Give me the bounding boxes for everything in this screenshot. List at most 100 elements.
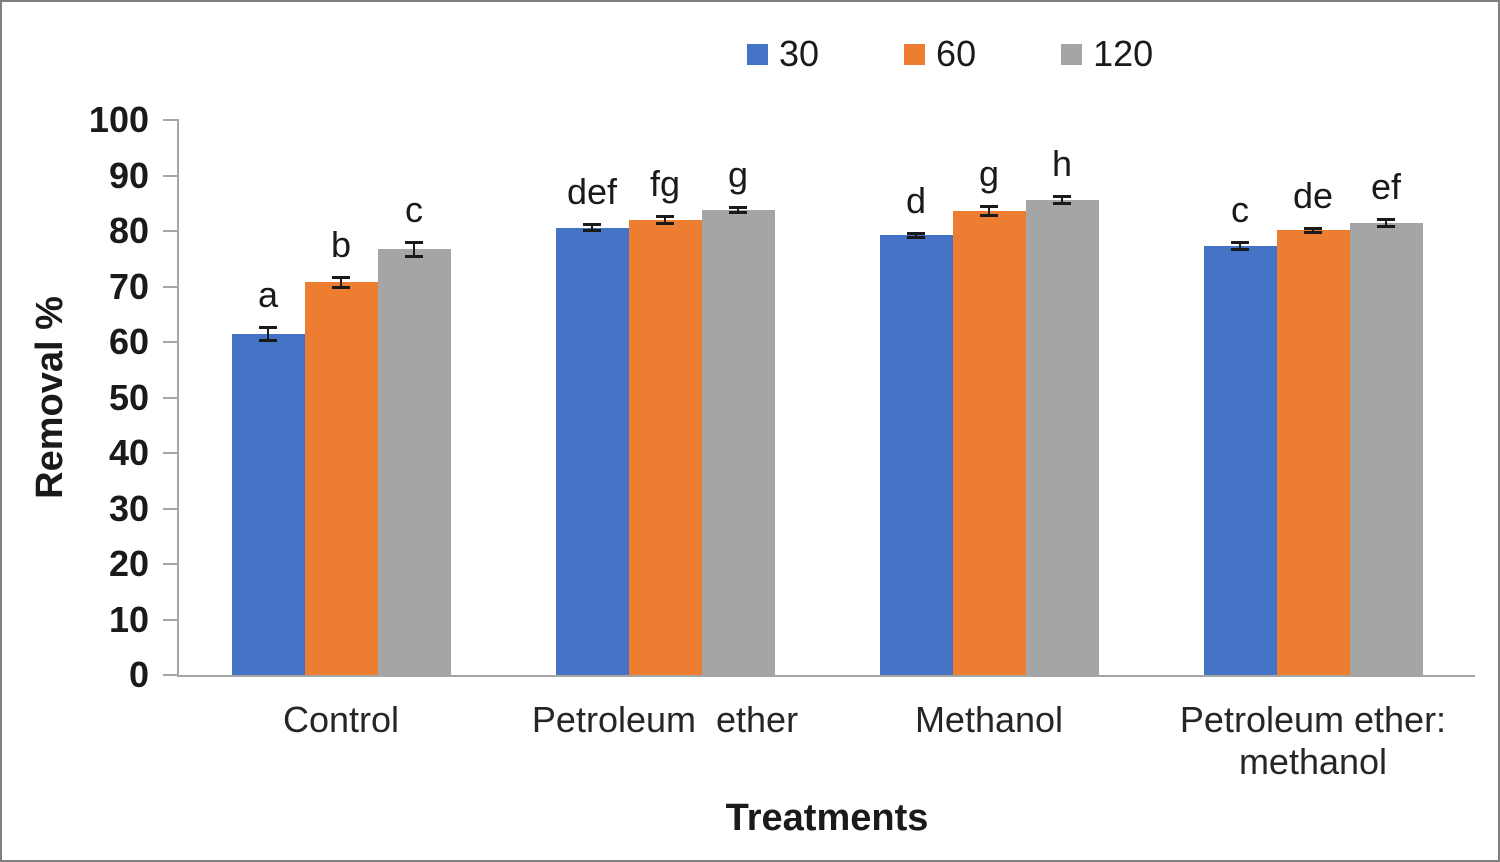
sig-letter: c (405, 188, 423, 230)
y-tick-label: 20 (108, 543, 149, 584)
error-bar-line (267, 328, 269, 341)
error-bar-cap-top (907, 232, 925, 236)
legend-item: 30 (747, 36, 819, 72)
bar (628, 219, 702, 675)
bar (1025, 199, 1099, 675)
legend-label: 60 (936, 33, 977, 74)
legend-item: 60 (904, 36, 976, 72)
y-tick (163, 563, 179, 565)
bar (879, 235, 953, 675)
error-bar-cap-bottom (1231, 248, 1249, 252)
y-tick-label: 70 (108, 265, 149, 307)
legend-label: 30 (779, 33, 820, 74)
sig-letter: g (727, 153, 749, 195)
error-bar-cap-top (259, 326, 277, 330)
y-tick (163, 507, 179, 510)
error-bar-cap-bottom (907, 235, 925, 239)
chart-legend: 30 60 120 (747, 36, 1153, 72)
error-bar-line (1312, 228, 1314, 233)
legend-swatch (1061, 43, 1083, 65)
y-tick-label: 100 (88, 99, 149, 140)
error-bar-cap-bottom (1053, 201, 1071, 205)
y-tick (163, 674, 179, 676)
error-bar-cap-top (1304, 226, 1322, 230)
bar (1203, 245, 1277, 675)
y-tick-label: 80 (108, 210, 149, 251)
y-tick-label: 10 (108, 598, 149, 640)
y-tick (163, 618, 179, 621)
y-tick-label: 50 (108, 376, 149, 418)
category-label: Methanol (914, 699, 1064, 740)
error-bar-cap-bottom (980, 214, 998, 218)
error-bar-line (915, 234, 917, 237)
y-axis-line (177, 120, 179, 677)
error-bar-cap-bottom (259, 339, 277, 343)
sig-letter: fg (649, 163, 681, 205)
bar (231, 334, 305, 675)
error-bar-line (340, 277, 342, 287)
y-tick (163, 452, 179, 454)
y-tick-label: 90 (108, 154, 149, 196)
y-tick (163, 285, 179, 288)
error-bar-cap-bottom (583, 229, 601, 233)
error-bar-line (1061, 197, 1063, 203)
error-bar-cap-top (1231, 240, 1249, 244)
error-bar-line (664, 217, 666, 223)
bar (1349, 223, 1423, 675)
bar (701, 209, 775, 675)
sig-letter: de (1292, 174, 1334, 216)
legend-swatch (747, 43, 768, 65)
x-axis-title: Treatments (725, 797, 929, 839)
category-label: Control (282, 699, 400, 740)
error-bar-cap-bottom (405, 254, 423, 258)
y-tick-label: 60 (108, 321, 149, 362)
error-bar-cap-top (729, 205, 747, 209)
bar (952, 211, 1026, 675)
legend-item: 120 (1061, 36, 1153, 72)
error-bar-cap-top (332, 275, 350, 279)
legend-label: 120 (1093, 33, 1154, 74)
sig-letter: b (330, 223, 352, 265)
error-bar-cap-top (1377, 218, 1395, 222)
y-tick-label: 0 (128, 654, 149, 695)
bar (1276, 230, 1350, 675)
sig-letter: h (1051, 143, 1073, 185)
sig-letter: a (257, 274, 279, 316)
y-tick (163, 174, 179, 177)
error-bar-cap-top (583, 222, 601, 226)
sig-letter: c (1231, 188, 1249, 230)
error-bar-cap-bottom (729, 211, 747, 215)
error-bar-cap-bottom (332, 285, 350, 289)
y-tick-label: 40 (108, 432, 149, 473)
legend-swatch (904, 43, 926, 65)
error-bar-cap-top (405, 240, 423, 244)
error-bar-line (1385, 220, 1387, 226)
y-tick (163, 341, 179, 343)
error-bar-cap-top (980, 204, 998, 208)
y-tick (163, 396, 179, 399)
error-bar-cap-top (656, 215, 674, 219)
sig-letter: g (978, 152, 1000, 194)
error-bar-line (1239, 242, 1241, 250)
error-bar-line (413, 242, 415, 256)
error-bar-line (591, 224, 593, 231)
bar (377, 249, 451, 675)
sig-letter: ef (1370, 166, 1402, 208)
error-bar-cap-bottom (1377, 225, 1395, 228)
error-bar-line (988, 206, 990, 216)
sig-letter: def (566, 170, 618, 212)
y-tick-label: 30 (108, 487, 149, 529)
y-tick (163, 119, 179, 121)
error-bar-cap-top (1053, 195, 1071, 199)
category-label: Petroleum ether (531, 699, 799, 740)
x-axis-line (179, 675, 1475, 677)
sig-letter: d (905, 180, 927, 222)
error-bar-cap-bottom (1304, 231, 1322, 235)
category-label: Petroleum ether: methanol (1179, 699, 1447, 782)
error-bar-line (737, 207, 739, 213)
bar (304, 282, 378, 675)
error-bar-cap-bottom (656, 221, 674, 225)
bar (555, 227, 629, 675)
